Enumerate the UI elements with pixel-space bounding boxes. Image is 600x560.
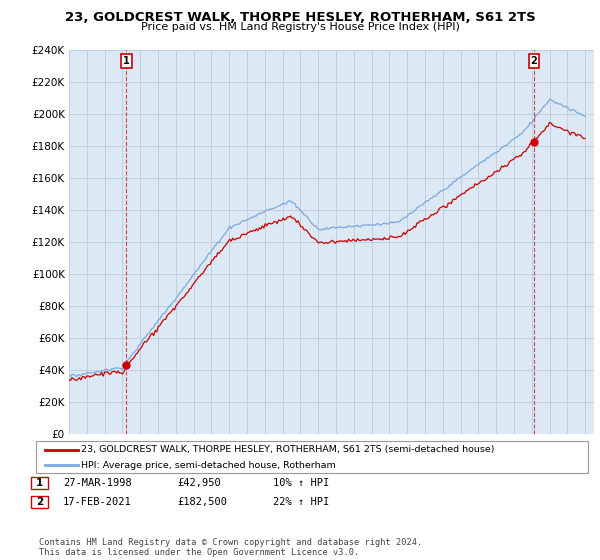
Text: 27-MAR-1998: 27-MAR-1998: [63, 478, 132, 488]
Text: 23, GOLDCREST WALK, THORPE HESLEY, ROTHERHAM, S61 2TS: 23, GOLDCREST WALK, THORPE HESLEY, ROTHE…: [65, 11, 535, 24]
Text: 1: 1: [36, 478, 43, 488]
Text: £182,500: £182,500: [177, 497, 227, 507]
Text: £42,950: £42,950: [177, 478, 221, 488]
Text: 17-FEB-2021: 17-FEB-2021: [63, 497, 132, 507]
Text: 1: 1: [123, 56, 130, 66]
Text: 2: 2: [36, 497, 43, 507]
Text: 10% ↑ HPI: 10% ↑ HPI: [273, 478, 329, 488]
Text: Price paid vs. HM Land Registry's House Price Index (HPI): Price paid vs. HM Land Registry's House …: [140, 22, 460, 32]
Text: HPI: Average price, semi-detached house, Rotherham: HPI: Average price, semi-detached house,…: [81, 460, 336, 470]
Text: 22% ↑ HPI: 22% ↑ HPI: [273, 497, 329, 507]
Text: 23, GOLDCREST WALK, THORPE HESLEY, ROTHERHAM, S61 2TS (semi-detached house): 23, GOLDCREST WALK, THORPE HESLEY, ROTHE…: [81, 445, 494, 454]
Text: Contains HM Land Registry data © Crown copyright and database right 2024.
This d: Contains HM Land Registry data © Crown c…: [39, 538, 422, 557]
Text: 2: 2: [530, 56, 537, 66]
